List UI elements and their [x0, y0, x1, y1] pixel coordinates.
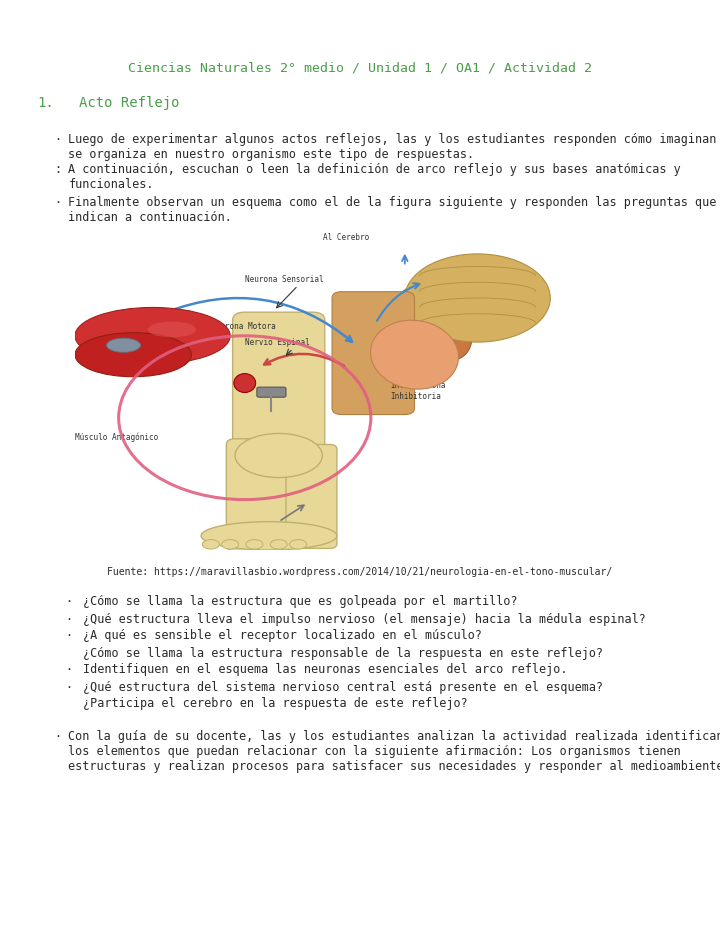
Text: Al Cerebro: Al Cerebro [323, 233, 370, 241]
Text: ¿Qué estructura lleva el impulso nervioso (el mensaje) hacia la médula espinal?: ¿Qué estructura lleva el impulso nervios… [83, 612, 646, 625]
FancyBboxPatch shape [226, 439, 292, 551]
Text: ·: · [65, 596, 72, 609]
Ellipse shape [371, 321, 459, 390]
Ellipse shape [107, 338, 140, 352]
Text: Neurona Motora: Neurona Motora [211, 322, 276, 332]
Ellipse shape [289, 540, 307, 549]
Ellipse shape [222, 540, 239, 549]
Text: Luego de experimentar algunos actos reflejos, las y los estudiantes responden có: Luego de experimentar algunos actos refl… [68, 133, 720, 161]
Text: Neurona Sensorial: Neurona Sensorial [245, 275, 323, 284]
Ellipse shape [75, 333, 192, 377]
FancyBboxPatch shape [233, 312, 325, 470]
Text: ·: · [65, 664, 72, 677]
FancyBboxPatch shape [286, 445, 337, 548]
Text: 1.: 1. [37, 96, 54, 110]
Text: Acto Reflejo: Acto Reflejo [79, 96, 180, 110]
Text: Finalmente observan un esquema como el de la figura siguiente y responden las pr: Finalmente observan un esquema como el d… [68, 196, 720, 224]
Ellipse shape [235, 433, 323, 477]
Text: Nervio Espinal: Nervio Espinal [245, 338, 310, 348]
Text: :: : [54, 163, 61, 176]
Text: Ciencias Naturales 2° medio / Unidad 1 / OA1 / Actividad 2: Ciencias Naturales 2° medio / Unidad 1 /… [128, 62, 592, 75]
Ellipse shape [201, 522, 337, 550]
Ellipse shape [148, 322, 197, 337]
Text: A continuación, escuchan o leen la definición de arco reflejo y sus bases anatóm: A continuación, escuchan o leen la defin… [68, 163, 681, 191]
Text: ·: · [65, 680, 72, 693]
Text: ¿Cómo se llama la estructura responsable de la respuesta en este reflejo?: ¿Cómo se llama la estructura responsable… [83, 647, 603, 660]
Text: Con la guía de su docente, las y los estudiantes analizan la actividad realizada: Con la guía de su docente, las y los est… [68, 730, 720, 773]
Ellipse shape [75, 308, 230, 364]
Text: ·: · [54, 196, 61, 209]
Ellipse shape [270, 540, 287, 549]
Ellipse shape [396, 285, 472, 361]
Text: ¿Cómo se llama la estructura que es golpeada por el martillo?: ¿Cómo se llama la estructura que es golp… [83, 596, 518, 609]
Text: ·: · [54, 133, 61, 146]
Text: Interneurona
Inhibitoria: Interneurona Inhibitoria [390, 380, 446, 401]
FancyBboxPatch shape [332, 292, 415, 415]
Text: Músculo Antagónico: Músculo Antagónico [75, 432, 158, 442]
Text: ·: · [65, 612, 72, 625]
Ellipse shape [246, 540, 263, 549]
Text: Identifiquen en el esquema las neuronas esenciales del arco reflejo.: Identifiquen en el esquema las neuronas … [83, 664, 567, 677]
Ellipse shape [234, 374, 256, 392]
Text: Fuente: https://maravillasbio.wordpress.com/2014/10/21/neurologia-en-el-tono-mus: Fuente: https://maravillasbio.wordpress.… [107, 567, 613, 577]
Ellipse shape [405, 254, 550, 342]
Text: ·: · [54, 730, 61, 743]
Text: ¿A qué es sensible el receptor localizado en el músculo?: ¿A qué es sensible el receptor localizad… [83, 629, 482, 642]
Text: ·: · [65, 629, 72, 642]
FancyBboxPatch shape [257, 387, 286, 397]
Text: ¿Participa el cerebro en la respuesta de este reflejo?: ¿Participa el cerebro en la respuesta de… [83, 697, 467, 710]
Text: ¿Qué estructura del sistema nervioso central está presente en el esquema?: ¿Qué estructura del sistema nervioso cen… [83, 680, 603, 693]
Ellipse shape [202, 540, 220, 549]
